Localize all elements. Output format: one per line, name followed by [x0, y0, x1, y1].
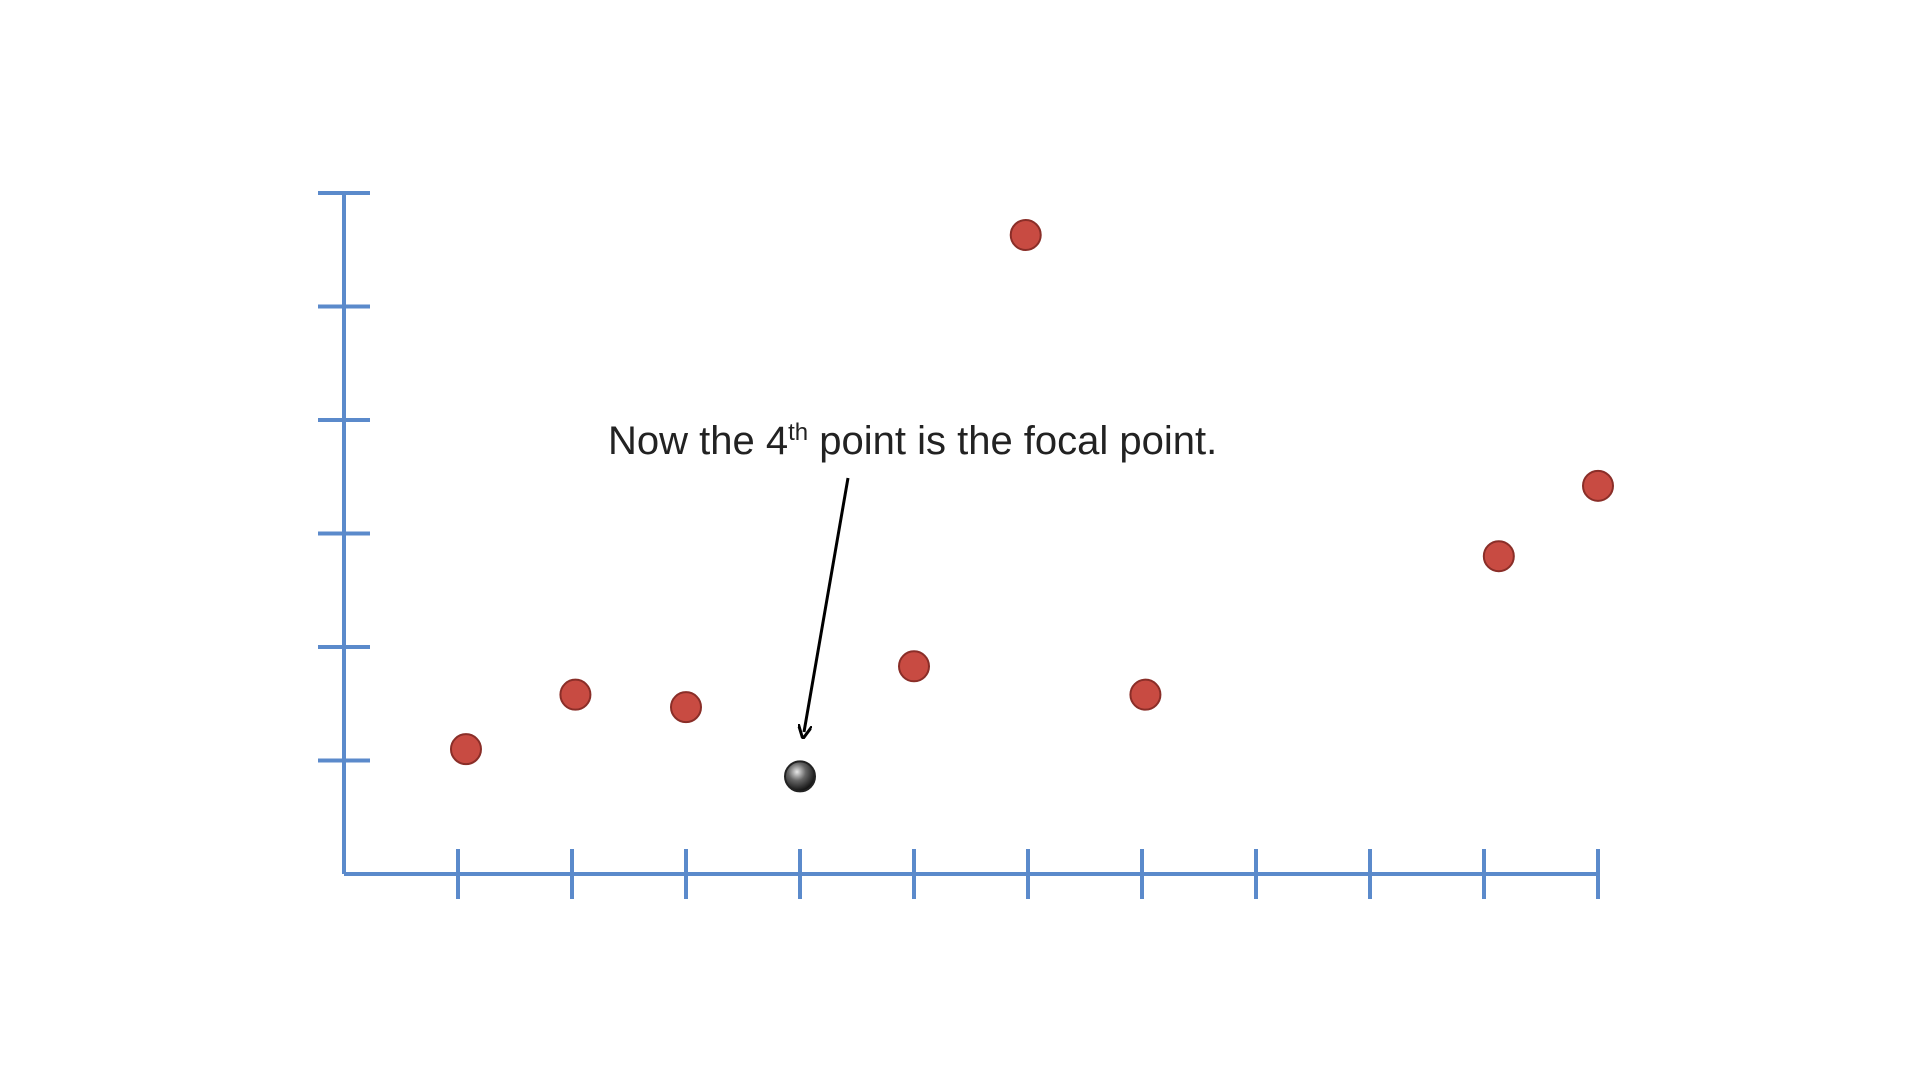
annotation-text-after: point is the focal point. — [808, 419, 1217, 463]
data-point — [1009, 218, 1042, 251]
data-points — [449, 218, 1614, 793]
data-point — [1582, 469, 1614, 502]
annotation-text: Now the 4th point is the focal point. — [608, 419, 1217, 463]
data-point — [1482, 540, 1515, 573]
focal-data-point — [784, 760, 816, 793]
data-point — [449, 733, 482, 766]
data-point — [559, 678, 592, 711]
data-point — [898, 650, 930, 683]
annotation: Now the 4th point is the focal point. — [608, 419, 1217, 732]
annotation-superscript: th — [788, 419, 808, 446]
axes — [318, 191, 1600, 899]
annotation-text-before: Now the 4 — [608, 419, 788, 463]
annotation-arrow — [804, 477, 850, 732]
data-point — [1129, 678, 1162, 711]
data-point — [670, 691, 702, 724]
